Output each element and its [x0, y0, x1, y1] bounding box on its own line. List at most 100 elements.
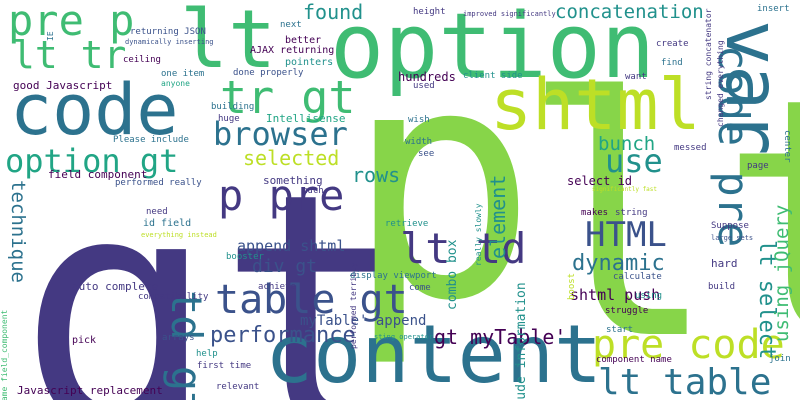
- word: table gt: [215, 277, 408, 323]
- word: see: [418, 149, 435, 159]
- word: shtml: [490, 64, 701, 146]
- word: improved significantly: [463, 10, 556, 18]
- word: bunch: [598, 133, 656, 155]
- word: HTML: [585, 215, 667, 255]
- word: changed everything: [716, 40, 725, 127]
- word: shtml push: [570, 286, 661, 304]
- word: makes: [581, 208, 609, 218]
- word: td gt: [162, 290, 211, 400]
- word: come: [409, 283, 431, 293]
- word: sting operator: [374, 333, 434, 341]
- word: wish: [408, 115, 430, 125]
- word: height: [413, 7, 446, 17]
- word: gt: [18, 123, 416, 400]
- word: arrays: [162, 333, 195, 343]
- word: auto complete: [72, 280, 159, 293]
- word: client side: [463, 71, 523, 81]
- word: pre code: [592, 322, 785, 368]
- word: booster: [226, 252, 264, 262]
- word: div gt: [252, 256, 318, 277]
- word: relevant: [216, 382, 260, 392]
- word: AJAX returning: [250, 45, 335, 56]
- word: find: [661, 58, 683, 68]
- word: pointers: [285, 57, 334, 68]
- word: join: [769, 354, 791, 364]
- word: concatenation: [555, 1, 704, 23]
- word: much: [302, 186, 324, 196]
- word: using jQuery: [771, 204, 793, 342]
- word: large sets: [711, 234, 754, 242]
- word: calculate: [613, 272, 662, 282]
- word: pick: [72, 335, 97, 346]
- word: IE: [46, 31, 55, 41]
- word: good Javascript: [13, 79, 113, 92]
- word: need: [146, 207, 168, 217]
- word: used: [413, 81, 435, 91]
- word: use: [605, 142, 663, 180]
- word: huge: [218, 114, 240, 124]
- word: performance: [210, 323, 356, 348]
- word: first time: [197, 361, 252, 371]
- word: lt tr: [12, 33, 127, 77]
- word: gt myTable': [434, 325, 567, 349]
- word: code: [10, 69, 179, 151]
- word: using: [635, 291, 663, 301]
- word: Javascript replacement: [17, 384, 163, 397]
- word: component name: [596, 355, 672, 365]
- word: build: [708, 282, 736, 292]
- word: center: [782, 130, 792, 163]
- word: rows: [352, 163, 401, 187]
- word: tr gt: [220, 71, 356, 124]
- word: element: [486, 174, 510, 259]
- word: width: [405, 137, 433, 147]
- word: hundreds: [398, 70, 456, 84]
- word: compatibility: [138, 292, 209, 302]
- word: ceiling: [123, 55, 161, 65]
- word: browser: [213, 115, 348, 153]
- word: create: [656, 39, 689, 49]
- word: everything instead: [141, 231, 217, 239]
- word: id field: [143, 218, 192, 229]
- word: start: [606, 325, 634, 335]
- word: really slowly: [474, 203, 483, 266]
- word: better: [285, 35, 322, 46]
- word: significantly fast: [592, 186, 658, 193]
- word: myTable' append: [300, 313, 427, 329]
- word: string concatenator: [704, 8, 713, 100]
- word: Intellisense: [266, 112, 346, 125]
- word: performed really: [115, 178, 202, 188]
- word: include information: [514, 282, 529, 400]
- word: dynamically inserting: [125, 38, 214, 46]
- word: field component: [48, 168, 148, 181]
- word: option gt: [5, 142, 179, 180]
- word: help: [196, 349, 218, 359]
- word: lt table: [598, 362, 772, 400]
- word: lt: [520, 28, 800, 400]
- word: struggle: [605, 306, 649, 316]
- word: dynamic: [572, 251, 665, 276]
- word: combo box: [445, 239, 460, 310]
- word: Suppose: [711, 221, 749, 231]
- word: Please include: [113, 135, 189, 145]
- word: p: [345, 0, 538, 371]
- word: pre p: [8, 0, 135, 45]
- word: retrieve: [385, 219, 429, 229]
- word: technique: [7, 180, 29, 283]
- word: lt: [180, 0, 277, 86]
- word: hard: [711, 257, 738, 270]
- word: something: [263, 174, 323, 187]
- word: string: [615, 208, 648, 218]
- word: boost: [567, 272, 577, 300]
- word: building: [211, 102, 255, 112]
- word: selected: [243, 146, 340, 170]
- word: option: [330, 0, 656, 99]
- word: append shtml: [237, 237, 346, 255]
- word: content: [265, 308, 603, 400]
- word: page: [747, 161, 769, 171]
- word: next: [280, 20, 302, 30]
- word: achieve: [258, 282, 296, 292]
- word: p pre: [218, 171, 345, 220]
- word: found: [303, 0, 364, 24]
- word: lt td: [400, 224, 527, 273]
